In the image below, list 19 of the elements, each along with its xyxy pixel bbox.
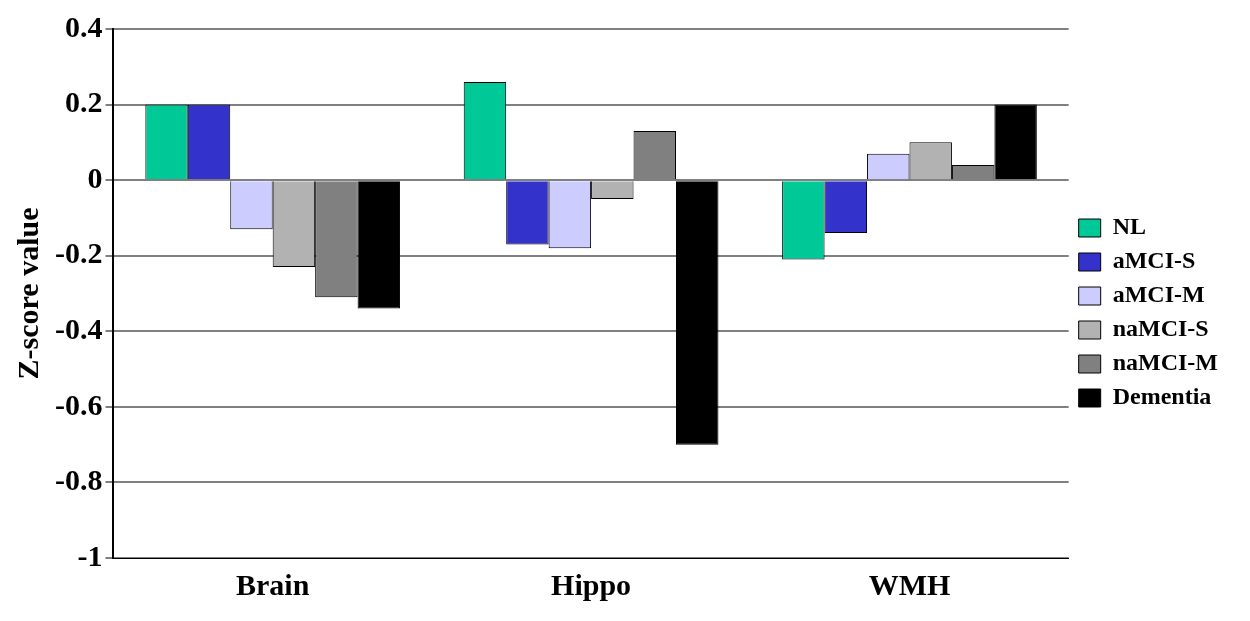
legend-label: aMCI-M [1112,281,1205,308]
y-tick-label: -1 [77,538,103,572]
x-tick-label: Hippo [551,567,632,601]
legend-label: naMCI-M [1112,349,1219,376]
y-tick-label: -0.4 [54,312,103,346]
bar [675,181,719,445]
y-tick-label: 0 [87,160,103,194]
legend-label: naMCI-S [1112,315,1209,342]
y-tick-label: -0.6 [54,387,103,421]
y-tick-label: -0.2 [54,236,103,270]
legend-label: NL [1112,213,1147,240]
legend-label: Dementia [1112,383,1212,410]
y-axis-title: Z-score value [10,207,44,380]
y-tick-label: 0.2 [64,85,103,119]
y-tick-label: 0.4 [64,9,103,43]
x-tick-label: Brain [236,567,310,601]
legend-label: aMCI-S [1112,247,1196,274]
x-tick-label: WMH [868,567,951,601]
y-tick-label: -0.8 [54,463,103,497]
